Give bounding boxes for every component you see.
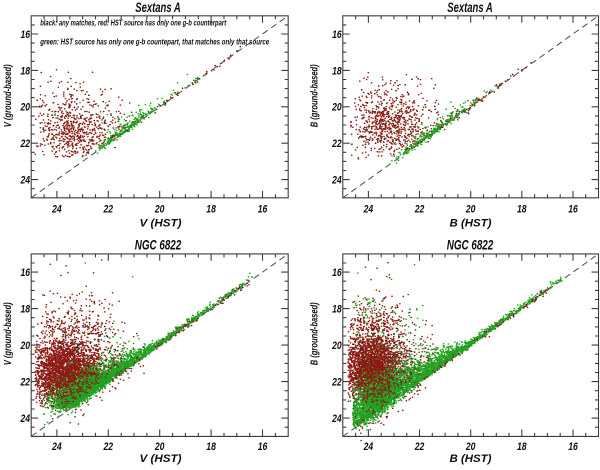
svg-text:18: 18 xyxy=(332,65,342,77)
svg-text:18: 18 xyxy=(517,441,527,453)
svg-text:16: 16 xyxy=(332,29,342,41)
svg-text:22: 22 xyxy=(414,204,424,216)
svg-text:20: 20 xyxy=(331,340,342,352)
svg-text:B (HST): B (HST) xyxy=(450,218,492,230)
svg-text:16: 16 xyxy=(568,441,578,453)
svg-text:16: 16 xyxy=(21,29,31,41)
svg-text:18: 18 xyxy=(206,441,216,453)
svg-text:24: 24 xyxy=(363,441,373,453)
svg-text:20: 20 xyxy=(465,204,476,216)
svg-text:B (HST): B (HST) xyxy=(450,453,492,465)
svg-text:24: 24 xyxy=(51,204,61,216)
svg-text:NGC 6822: NGC 6822 xyxy=(135,236,182,252)
svg-text:22: 22 xyxy=(103,441,113,453)
svg-text:24: 24 xyxy=(20,413,30,425)
svg-text:Sextans A: Sextans A xyxy=(447,0,493,15)
svg-text:20: 20 xyxy=(331,102,342,114)
svg-text:B (ground-based): B (ground-based) xyxy=(310,64,321,127)
svg-text:20: 20 xyxy=(154,441,165,453)
svg-text:16: 16 xyxy=(332,267,342,279)
svg-text:24: 24 xyxy=(20,175,30,187)
svg-text:V (HST): V (HST) xyxy=(140,453,182,465)
svg-text:18: 18 xyxy=(21,304,31,316)
svg-text:V (HST): V (HST) xyxy=(140,218,182,230)
svg-text:22: 22 xyxy=(20,138,30,150)
svg-text:16: 16 xyxy=(21,267,31,279)
svg-text:20: 20 xyxy=(20,340,31,352)
svg-text:V (ground-based): V (ground-based) xyxy=(3,64,14,127)
svg-text:16: 16 xyxy=(258,441,268,453)
svg-text:24: 24 xyxy=(51,441,61,453)
svg-text:18: 18 xyxy=(517,204,527,216)
svg-text:20: 20 xyxy=(20,102,31,114)
svg-text:18: 18 xyxy=(21,65,31,77)
svg-text:22: 22 xyxy=(103,204,113,216)
svg-text:NGC 6822: NGC 6822 xyxy=(447,236,494,252)
svg-text:24: 24 xyxy=(331,413,341,425)
svg-text:20: 20 xyxy=(154,204,165,216)
svg-text:16: 16 xyxy=(258,204,268,216)
svg-text:B (ground-based): B (ground-based) xyxy=(310,302,321,365)
svg-text:black: any matches, red: HST s: black: any matches, red: HST source has … xyxy=(40,19,226,28)
svg-text:18: 18 xyxy=(332,304,342,316)
svg-text:22: 22 xyxy=(20,377,30,389)
svg-text:22: 22 xyxy=(331,377,341,389)
svg-text:24: 24 xyxy=(331,175,341,187)
svg-text:16: 16 xyxy=(568,204,578,216)
svg-text:V (ground-based): V (ground-based) xyxy=(3,302,14,365)
svg-text:24: 24 xyxy=(363,204,373,216)
svg-text:Sextans A: Sextans A xyxy=(135,0,181,15)
svg-text:20: 20 xyxy=(465,441,476,453)
svg-text:22: 22 xyxy=(414,441,424,453)
svg-text:22: 22 xyxy=(331,138,341,150)
svg-text:green: HST source has only one: green: HST source has only one g-b count… xyxy=(39,38,269,47)
svg-text:18: 18 xyxy=(206,204,216,216)
